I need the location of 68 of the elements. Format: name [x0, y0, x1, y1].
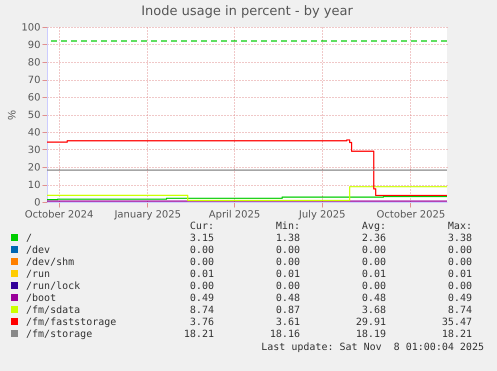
y-tick-label: 100 [21, 22, 40, 34]
text: 8.74 [446, 305, 472, 317]
y-tick-label: 20 [28, 162, 40, 174]
text: Cur: [188, 221, 214, 233]
legend-label: /fm/faststorage [25, 317, 118, 329]
text: 0.00 [446, 245, 472, 257]
y-axis-title: % [6, 110, 18, 120]
x-tick-label: January 2025 [113, 210, 182, 220]
text: 0.01 [188, 269, 214, 281]
y-tick-label: 90 [28, 40, 40, 51]
chart-title: Inode usage in percent - by year [141, 4, 354, 19]
y-tick-label: 80 [28, 58, 40, 68]
text: 3.76 [188, 317, 214, 329]
text: 0.00 [446, 281, 472, 293]
text: 29.91 [354, 317, 386, 329]
legend-label: /run [25, 269, 52, 281]
text: Last update: Sat Nov 8 01:00:04 2025 [260, 342, 484, 353]
text: 18.19 [354, 329, 386, 341]
legend-label: /fm/storage [25, 329, 94, 341]
text: 0.00 [360, 257, 386, 269]
text: 3.61 [274, 317, 300, 329]
y-tick-label: 70 [28, 75, 40, 86]
text: 0.00 [274, 281, 300, 293]
legend-label: /boot [25, 293, 58, 305]
text: 8.74 [188, 305, 214, 317]
legend-label: /fm/sdata [25, 305, 82, 317]
x-tick-label: July 2025 [298, 210, 346, 220]
legend-label: /dev [25, 245, 52, 257]
text: 1.38 [274, 233, 300, 245]
legend-label: / [25, 233, 34, 245]
text: 0.00 [188, 257, 214, 269]
y-tick-label: 30 [28, 145, 40, 156]
text: 3.15 [188, 233, 214, 245]
y-tick-label: 50 [28, 110, 40, 121]
text: 0.00 [274, 245, 300, 257]
text: 0.49 [188, 293, 214, 305]
text: 3.38 [446, 233, 472, 245]
text: 0.00 [360, 245, 386, 257]
text: 0.00 [274, 257, 300, 269]
text: 18.21 [182, 329, 214, 341]
text: 0.00 [446, 257, 472, 269]
text: 3.68 [360, 305, 386, 317]
y-tick-label: 0 [34, 198, 40, 208]
x-tick-label: April 2025 [208, 210, 260, 220]
text: Avg: [360, 221, 386, 233]
text: 0.01 [274, 269, 300, 281]
text: 0.00 [360, 281, 386, 293]
y-tick-label: 60 [28, 92, 40, 104]
y-tick-label: 40 [28, 128, 40, 138]
legend-label: /dev/shm [25, 257, 76, 269]
y-tick-label: 10 [28, 180, 40, 191]
text: 0.48 [360, 293, 386, 305]
text: 0.01 [446, 269, 472, 281]
text: 0.87 [274, 305, 300, 317]
text: 0.00 [188, 281, 214, 293]
text: 0.48 [274, 293, 300, 305]
text: 0.49 [446, 293, 472, 305]
legend-label: /run/lock [25, 281, 82, 293]
x-tick-label: October 2024 [24, 210, 94, 220]
text: 18.21 [440, 329, 472, 341]
text: 35.47 [440, 317, 472, 329]
text: Min: [274, 221, 300, 233]
text: 2.36 [360, 233, 386, 245]
text: 18.16 [268, 329, 300, 341]
x-tick-label: October 2025 [376, 210, 446, 220]
text: 0.01 [360, 269, 386, 281]
text: 0.00 [188, 245, 214, 257]
text: Max: [446, 221, 472, 233]
